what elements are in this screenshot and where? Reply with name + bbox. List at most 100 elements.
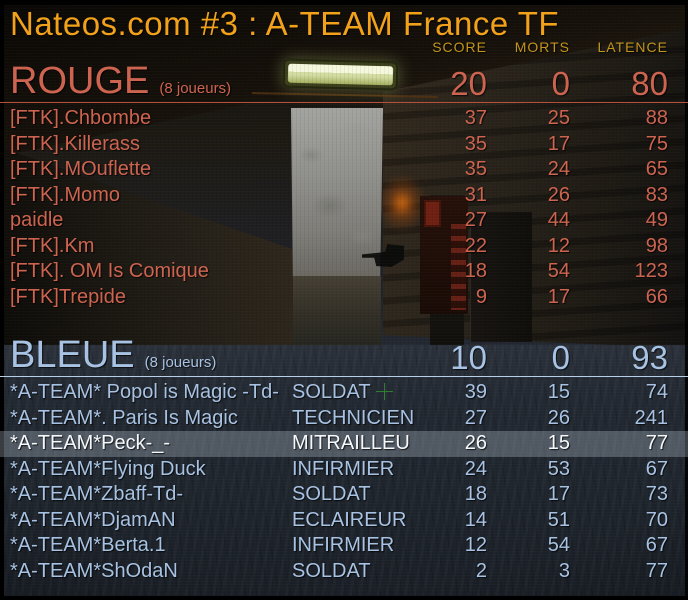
player-latence: 77 bbox=[645, 432, 668, 454]
player-score: 27 bbox=[464, 209, 487, 231]
player-score: 35 bbox=[464, 158, 487, 180]
player-row: paidle 27 44 49 bbox=[0, 208, 688, 234]
crosshair-icon bbox=[376, 383, 393, 400]
team-score: 10 bbox=[450, 339, 487, 376]
player-score: 18 bbox=[464, 483, 487, 505]
column-header-latence: LATENCE bbox=[597, 39, 668, 55]
player-name: [FTK].Momo bbox=[10, 183, 121, 206]
player-score: 2 bbox=[475, 559, 487, 582]
team-name: ROUGE bbox=[10, 60, 150, 102]
player-morts: 17 bbox=[547, 285, 570, 308]
player-morts: 26 bbox=[547, 183, 570, 206]
player-name: *A-TEAM*Zbaff-Td- bbox=[10, 483, 183, 505]
player-row: [FTK].MOuflette 35 24 65 bbox=[0, 157, 688, 183]
player-score: 9 bbox=[475, 285, 487, 308]
player-row: *A-TEAM*Zbaff-Td- SOLDAT 18 17 73 bbox=[0, 482, 688, 508]
player-row: *A-TEAM*Peck-_- MITRAILLEU 26 15 77 bbox=[0, 431, 688, 457]
team-section-bleue: BLEUE (8 joueurs) 10 0 93 *A-TEAM* Popol… bbox=[0, 336, 688, 584]
bg-concrete-pillar bbox=[291, 108, 383, 277]
column-headers: SCORE MORTS LATENCE bbox=[0, 39, 688, 55]
player-name: *A-TEAM*. Paris Is Magic bbox=[10, 406, 238, 429]
player-latence: 77 bbox=[645, 559, 668, 582]
player-score: 37 bbox=[464, 107, 487, 129]
player-score: 31 bbox=[464, 183, 487, 206]
column-header-score: SCORE bbox=[432, 39, 487, 55]
team-morts: 0 bbox=[551, 65, 570, 102]
player-row: *A-TEAM* Popol is Magic -Td- SOLDAT 39 1… bbox=[0, 380, 688, 406]
player-latence: 75 bbox=[645, 132, 668, 155]
player-latence: 241 bbox=[634, 406, 668, 429]
player-morts: 24 bbox=[547, 158, 570, 180]
player-name: [FTK]. OM Is Comique bbox=[10, 260, 209, 282]
player-name: paidle bbox=[10, 209, 64, 231]
player-score: 35 bbox=[464, 132, 487, 155]
player-latence: 98 bbox=[645, 234, 668, 257]
player-latence: 70 bbox=[645, 508, 668, 531]
bg-locker bbox=[470, 212, 532, 342]
bg-pillar-base bbox=[293, 276, 381, 346]
team-section-rouge: ROUGE (8 joueurs) 20 0 80 [FTK].Chbombe … bbox=[0, 62, 688, 310]
team-player-count: (8 joueurs) bbox=[144, 354, 217, 371]
player-score: 24 bbox=[464, 457, 487, 480]
team-title: BLEUE (8 joueurs) bbox=[10, 336, 428, 374]
player-row: [FTK]. OM Is Comique 18 54 123 bbox=[0, 259, 688, 285]
player-morts: 3 bbox=[558, 559, 570, 582]
player-name: *A-TEAM*Flying Duck bbox=[10, 457, 206, 480]
player-name: [FTK].Killerass bbox=[10, 132, 141, 155]
player-row: *A-TEAM*Berta.1 INFIRMIER 12 54 67 bbox=[0, 533, 688, 559]
player-latence: 74 bbox=[645, 381, 668, 403]
player-latence: 123 bbox=[634, 260, 668, 282]
player-class: INFIRMIER bbox=[292, 457, 395, 480]
player-morts: 12 bbox=[547, 234, 570, 257]
player-name: [FTK].Chbombe bbox=[10, 107, 152, 129]
player-morts: 17 bbox=[547, 132, 570, 155]
player-class: MITRAILLEU bbox=[292, 432, 410, 454]
team-latence: 93 bbox=[631, 339, 668, 376]
player-score: 14 bbox=[464, 508, 487, 531]
team-header-rouge: ROUGE (8 joueurs) 20 0 80 bbox=[0, 62, 688, 103]
player-name: [FTK]Trepide bbox=[10, 285, 126, 308]
player-class: SOLDAT bbox=[292, 381, 371, 403]
player-latence: 65 bbox=[645, 158, 668, 180]
player-class: SOLDAT bbox=[292, 483, 371, 505]
team-player-count: (8 joueurs) bbox=[159, 80, 232, 97]
team-header-bleue: BLEUE (8 joueurs) 10 0 93 bbox=[0, 336, 688, 377]
player-latence: 66 bbox=[645, 285, 668, 308]
player-row: *A-TEAM*DjamAN ECLAIREUR 14 51 70 bbox=[0, 508, 688, 534]
player-morts: 54 bbox=[547, 260, 570, 282]
player-latence: 88 bbox=[645, 107, 668, 129]
player-row: [FTK]Trepide 9 17 66 bbox=[0, 285, 688, 311]
player-score: 26 bbox=[464, 432, 487, 454]
player-latence: 67 bbox=[645, 457, 668, 480]
player-name: [FTK].Km bbox=[10, 234, 95, 257]
player-latence: 49 bbox=[645, 209, 668, 231]
player-list-bleue: *A-TEAM* Popol is Magic -Td- SOLDAT 39 1… bbox=[0, 380, 688, 584]
player-class: ECLAIREUR bbox=[292, 508, 407, 531]
player-score: 18 bbox=[464, 260, 487, 282]
player-name: *A-TEAM*Peck-_- bbox=[10, 432, 171, 454]
player-name: *A-TEAM*Berta.1 bbox=[10, 534, 166, 556]
player-morts: 44 bbox=[547, 209, 570, 231]
player-class: TECHNICIEN bbox=[292, 406, 415, 429]
player-morts: 26 bbox=[547, 406, 570, 429]
player-name: *A-TEAM* Popol is Magic -Td- bbox=[10, 381, 279, 403]
player-row: *A-TEAM*ShOdaN SOLDAT 2 3 77 bbox=[0, 559, 688, 585]
server-title: Nateos.com #3 : A-TEAM France TF bbox=[10, 5, 560, 42]
player-name: *A-TEAM*ShOdaN bbox=[10, 559, 178, 582]
player-name: [FTK].MOuflette bbox=[10, 158, 152, 180]
player-row: *A-TEAM*Flying Duck INFIRMIER 24 53 67 bbox=[0, 457, 688, 483]
team-score: 20 bbox=[450, 65, 487, 102]
player-morts: 15 bbox=[547, 432, 570, 454]
team-name: BLEUE bbox=[10, 334, 135, 376]
bg-ladder bbox=[451, 224, 466, 310]
player-morts: 25 bbox=[547, 107, 570, 129]
player-latence: 83 bbox=[645, 183, 668, 206]
player-morts: 53 bbox=[547, 457, 570, 480]
player-class: SOLDAT bbox=[292, 559, 371, 582]
player-score: 22 bbox=[464, 234, 487, 257]
team-title: ROUGE (8 joueurs) bbox=[10, 62, 428, 100]
